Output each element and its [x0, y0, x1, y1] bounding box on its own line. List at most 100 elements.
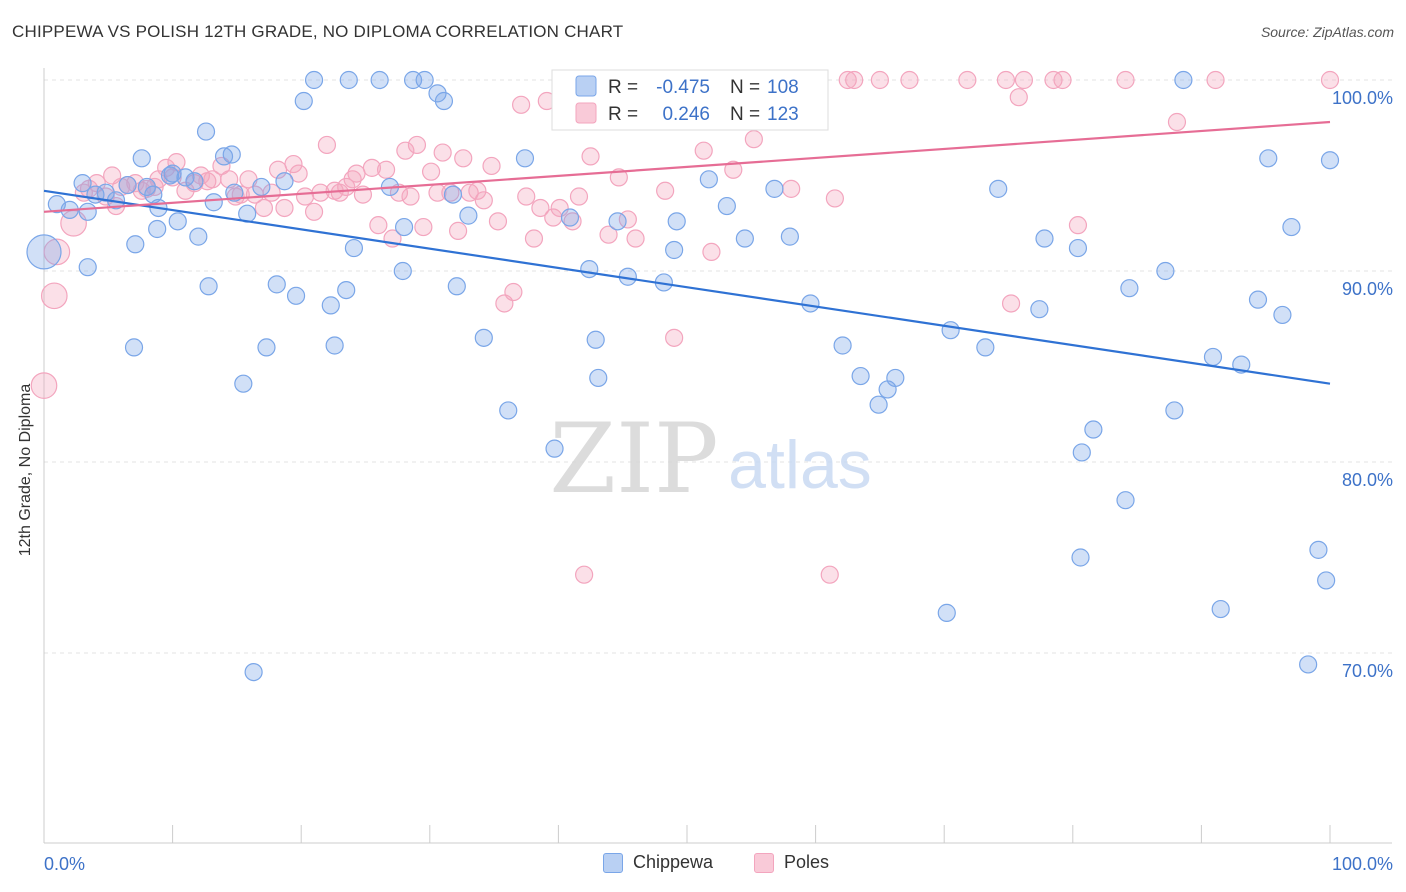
data-point-poles: [504, 282, 523, 302]
data-point-poles: [609, 168, 628, 187]
data-point-poles: [782, 179, 801, 198]
legend-r-value-chippewa: -0.475: [656, 77, 710, 98]
data-point-chippewa: [586, 330, 605, 349]
data-point-chippewa: [801, 294, 820, 313]
data-point-poles: [581, 147, 600, 166]
legend-swatch-chippewa-bottom: [603, 852, 623, 873]
data-point-chippewa: [321, 296, 340, 315]
data-point-poles: [1320, 70, 1340, 90]
data-point-poles: [401, 187, 420, 206]
data-point-chippewa: [1174, 70, 1193, 90]
data-point-chippewa: [560, 208, 580, 227]
data-point-poles: [304, 202, 324, 221]
data-point-poles: [517, 187, 536, 206]
data-point-chippewa: [717, 196, 736, 216]
data-point-poles: [1001, 294, 1021, 313]
data-point-poles: [362, 158, 382, 177]
data-point-chippewa: [699, 170, 718, 189]
data-point-poles: [30, 372, 58, 399]
data-point-poles: [512, 95, 531, 114]
data-point-poles: [421, 162, 441, 181]
y-tick-label: 100.0%: [1332, 88, 1393, 108]
data-point-chippewa: [459, 206, 478, 225]
data-point-poles: [1167, 112, 1187, 132]
legend-swatch-poles: [575, 102, 597, 124]
data-point-chippewa: [339, 70, 358, 90]
data-point-chippewa: [976, 338, 995, 357]
x-tick-labels: 0.0% 100.0%: [44, 854, 1393, 874]
data-point-chippewa: [589, 368, 608, 388]
trend-line-chippewa: [43, 189, 1331, 385]
data-point-poles: [656, 181, 675, 200]
data-point-poles: [474, 191, 493, 210]
data-point-poles: [414, 217, 433, 237]
data-point-chippewa: [415, 70, 434, 90]
data-point-poles: [665, 328, 684, 347]
data-point-poles: [376, 160, 396, 179]
data-point-chippewa: [1309, 540, 1328, 559]
data-point-chippewa: [667, 212, 686, 231]
data-point-chippewa: [126, 235, 145, 254]
data-point-chippewa: [160, 166, 180, 185]
data-point-poles: [1009, 88, 1028, 107]
data-point-chippewa: [1317, 571, 1336, 590]
source-label: Source: ZipAtlas.com: [1260, 24, 1394, 40]
data-point-chippewa: [545, 439, 564, 458]
data-point-chippewa: [1035, 229, 1054, 248]
y-tick-label: 80.0%: [1342, 470, 1393, 490]
data-point-chippewa: [443, 185, 463, 204]
data-point-poles: [163, 168, 182, 187]
data-point-poles: [389, 183, 409, 202]
stats-legend: R = -0.475 N = 108 R = 0.246 N = 123: [551, 69, 829, 131]
data-point-chippewa: [1072, 443, 1091, 462]
data-point-chippewa: [428, 84, 447, 103]
data-point-poles: [1116, 70, 1135, 90]
data-point-chippewa: [337, 281, 356, 300]
x-tick-label: 0.0%: [44, 854, 85, 874]
data-point-chippewa: [225, 183, 244, 202]
data-point-chippewa: [199, 277, 218, 296]
data-point-poles: [220, 170, 239, 189]
legend-swatch-chippewa: [575, 75, 597, 97]
data-point-chippewa: [665, 240, 684, 260]
data-point-poles: [569, 187, 589, 206]
data-point-poles: [996, 70, 1016, 90]
data-point-poles: [317, 135, 337, 155]
data-point-chippewa: [515, 149, 535, 168]
data-point-chippewa: [244, 662, 263, 682]
legend-n-value-poles: 123: [767, 104, 799, 125]
data-point-chippewa: [780, 227, 799, 246]
data-point-poles: [454, 149, 473, 168]
data-point-chippewa: [447, 277, 466, 296]
x-tick-label: 100.0%: [1332, 854, 1393, 874]
data-point-chippewa: [1259, 149, 1278, 168]
data-point-chippewa: [344, 238, 364, 258]
data-point-chippewa: [26, 234, 62, 270]
data-point-poles: [599, 225, 618, 244]
data-point-chippewa: [73, 174, 92, 193]
legend-swatch-poles-bottom: [754, 852, 774, 873]
data-point-poles: [820, 565, 839, 584]
gridlines: [44, 79, 1392, 654]
data-point-chippewa: [185, 172, 204, 191]
data-point-chippewa: [1156, 261, 1175, 281]
data-point-poles: [958, 70, 977, 90]
data-point-poles: [448, 221, 468, 240]
data-point-chippewa: [196, 122, 216, 141]
data-point-poles: [825, 189, 844, 208]
axes: [43, 68, 1392, 844]
legend-n-label-chippewa: N =: [730, 77, 760, 98]
legend-item-chippewa: Chippewa: [603, 852, 713, 873]
data-point-poles: [369, 216, 388, 235]
data-point-poles: [702, 242, 721, 261]
data-point-poles: [407, 135, 427, 155]
legend-r-label-chippewa: R =: [608, 77, 638, 98]
data-point-chippewa: [1071, 548, 1090, 567]
data-point-chippewa: [370, 70, 389, 90]
data-point-chippewa: [168, 212, 187, 231]
data-point-poles: [254, 198, 274, 218]
data-point-poles: [845, 70, 864, 90]
data-point-chippewa: [580, 259, 599, 279]
y-tick-labels: 100.0% 90.0% 80.0% 70.0%: [1332, 88, 1393, 681]
data-point-chippewa: [735, 229, 754, 248]
